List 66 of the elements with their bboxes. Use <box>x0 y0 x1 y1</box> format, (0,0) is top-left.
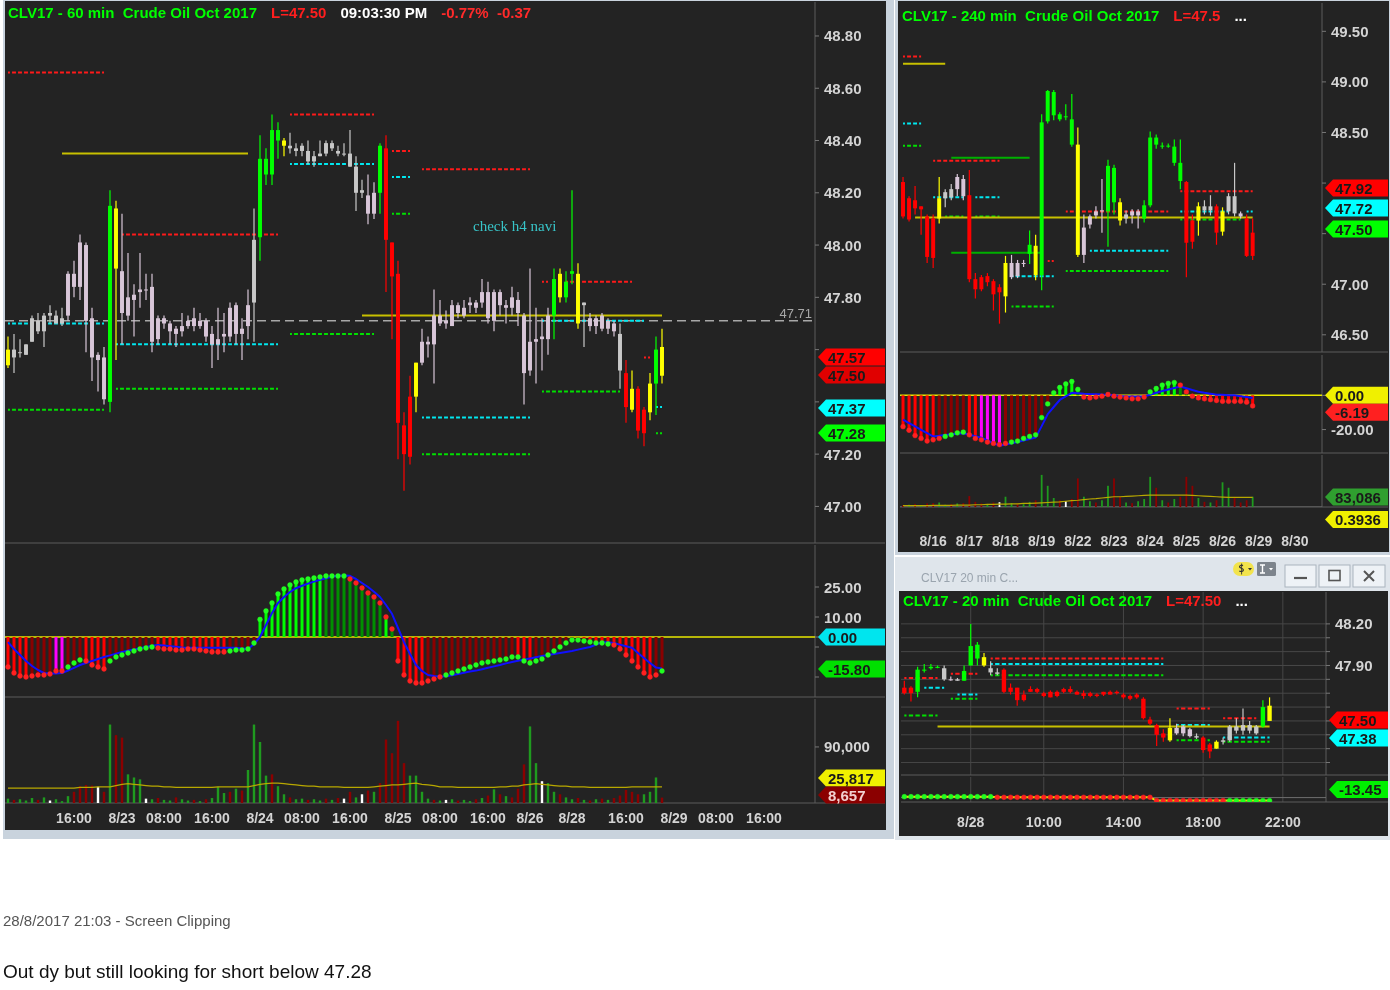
x-tick-label: 14:00 <box>1105 814 1142 830</box>
text: 0.3936 <box>1335 511 1381 528</box>
y-tick-label: -20.00 <box>1331 421 1374 439</box>
x-tick-label: 8/23 <box>108 810 136 826</box>
x-tick-label: 8/23 <box>1100 533 1128 549</box>
x-tick-label: 8/25 <box>384 810 412 826</box>
x-tick-label: 8/19 <box>1028 533 1056 549</box>
x-tick-label: 08:00 <box>422 810 459 826</box>
text: 47.50 <box>1339 711 1377 729</box>
chart-title: CLV17 - 240 min Crude Oil Oct 2017 <box>902 7 1160 24</box>
x-tick-label: 8/24 <box>246 810 274 826</box>
x-tick-label: 8/24 <box>1136 533 1165 549</box>
x-tick-label: 8/29 <box>660 810 688 826</box>
x-tick-label: 16:00 <box>332 810 369 826</box>
y-tick-label: 48.50 <box>1331 123 1369 141</box>
y-tick-label: 0.00 <box>828 628 858 646</box>
x-tick-label: 8/26 <box>1208 533 1237 549</box>
x-tick-label: 8/25 <box>1172 533 1201 549</box>
text: -15.80 <box>828 660 871 678</box>
annotation: ... <box>1235 592 1248 609</box>
x-tick-label: 8/16 <box>919 533 947 549</box>
x-tick-label: 16:00 <box>608 810 645 826</box>
y-tick-label: 48.20 <box>1335 615 1373 633</box>
text: 47.50 <box>1335 220 1373 238</box>
y-tick-label: 90,000 <box>824 738 870 756</box>
text: 47.72 <box>1335 199 1373 217</box>
y-tick-label: 46.50 <box>1331 326 1369 344</box>
x-tick-label: 16:00 <box>746 810 783 826</box>
annotation: ... <box>1234 7 1247 24</box>
chart-subtitle: L=47.5 <box>1173 7 1221 24</box>
x-tick-label: 8/17 <box>955 533 984 549</box>
x-tick-label: 8/30 <box>1281 533 1309 549</box>
text: 8,657 <box>828 786 866 804</box>
x-tick-label: 08:00 <box>284 810 321 826</box>
x-tick-label: 10:00 <box>1025 814 1062 830</box>
y-tick-label: 0.00 <box>1335 386 1365 404</box>
chart-subtitle: L=47.50 <box>1165 592 1222 609</box>
y-tick-label: 49.50 <box>1331 22 1369 40</box>
x-tick-label: 8/28 <box>957 814 985 830</box>
y-tick-label: 47.90 <box>1335 656 1373 674</box>
text: -6.19 <box>1335 403 1370 421</box>
y-tick-label: 49.00 <box>1331 73 1369 91</box>
x-tick-label: 8/22 <box>1064 533 1092 549</box>
text: -13.45 <box>1339 781 1382 798</box>
x-tick-label: 08:00 <box>146 810 183 826</box>
x-tick-label: 8/18 <box>991 533 1020 549</box>
x-tick-label: 22:00 <box>1264 814 1301 830</box>
text: CLV17 20 min C... <box>921 571 1019 585</box>
chart-title: CLV17 - 20 min Crude Oil Oct 2017 <box>903 592 1152 609</box>
y-tick-label: 25.00 <box>824 578 862 596</box>
x-tick-label: 8/29 <box>1245 533 1273 549</box>
y-tick-label: 47.00 <box>1331 275 1369 293</box>
x-tick-label: 18:00 <box>1185 814 1222 830</box>
text: Out dy but still looking for short below 47.28 <box>3 961 372 982</box>
text: 47.38 <box>1339 729 1377 747</box>
text: 47.92 <box>1335 179 1373 197</box>
text: 25,817 <box>828 769 874 787</box>
x-tick-label: 16:00 <box>194 810 231 826</box>
y-tick-label: 10.00 <box>824 608 862 626</box>
x-tick-label: 16:00 <box>56 810 93 826</box>
x-tick-label: 8/28 <box>558 810 586 826</box>
x-tick-label: 16:00 <box>470 810 507 826</box>
text: 83,086 <box>1335 488 1381 506</box>
x-tick-label: 8/26 <box>516 810 544 826</box>
x-tick-label: 08:00 <box>698 810 735 826</box>
text: 28/8/2017 21:03 - Screen Clipping <box>3 912 231 929</box>
